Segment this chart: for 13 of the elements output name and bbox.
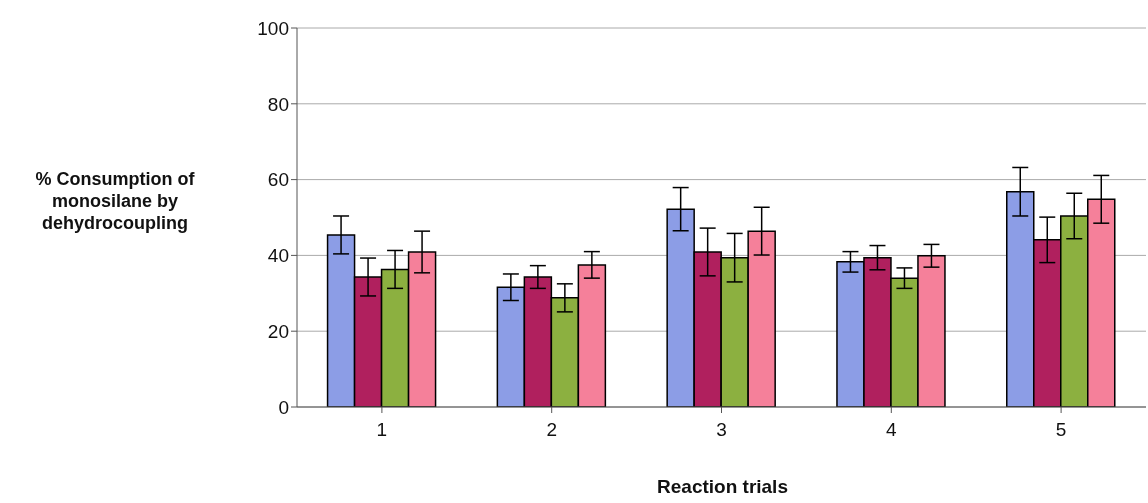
y-tick-label: 0 bbox=[278, 396, 289, 418]
x-axis-title: Reaction trials bbox=[656, 476, 789, 498]
x-tick-label: 5 bbox=[1055, 419, 1067, 441]
x-tick-label: 1 bbox=[376, 419, 388, 441]
x-tick-label: 3 bbox=[716, 419, 727, 441]
y-tick-label: 100 bbox=[257, 17, 289, 39]
y-tick-label: 40 bbox=[267, 245, 289, 267]
y-tick-label: 20 bbox=[267, 320, 289, 342]
y-tick-label: 60 bbox=[267, 169, 289, 191]
y-axis-title: % Consumption of monosilane by dehydrocoupling bbox=[34, 168, 196, 234]
x-tick-label: 4 bbox=[886, 419, 898, 441]
x-tick-label: 2 bbox=[546, 419, 557, 441]
y-tick-label: 80 bbox=[267, 93, 289, 115]
